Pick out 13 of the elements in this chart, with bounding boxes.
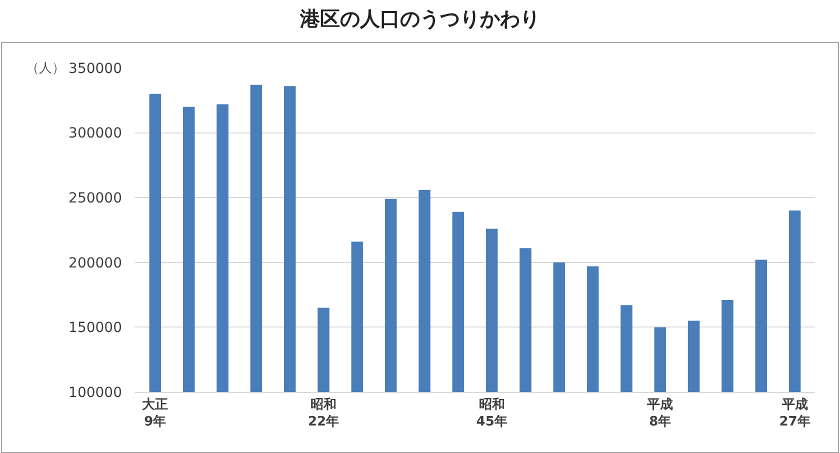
y-tick-label: 150000 — [68, 320, 122, 336]
y-tick-label: 250000 — [68, 190, 122, 206]
y-axis-title: （人） — [26, 61, 65, 76]
x-tick-label: 平成 27年 — [779, 398, 810, 430]
y-tick-label: 300000 — [68, 126, 122, 142]
chart-title: 港区の人口のうつりかわり — [299, 6, 540, 30]
y-tick-label: 200000 — [68, 255, 122, 272]
y-tick-label: 100000 — [68, 384, 122, 401]
y-tick-label: 350000 — [68, 60, 122, 77]
x-tick-label: 昭和 45年 — [476, 396, 508, 430]
x-tick-label: 大正 9年 — [142, 398, 168, 430]
x-tick-label: 平成 8年 — [646, 398, 674, 430]
x-tick-label: 昭和 22年 — [308, 396, 340, 430]
